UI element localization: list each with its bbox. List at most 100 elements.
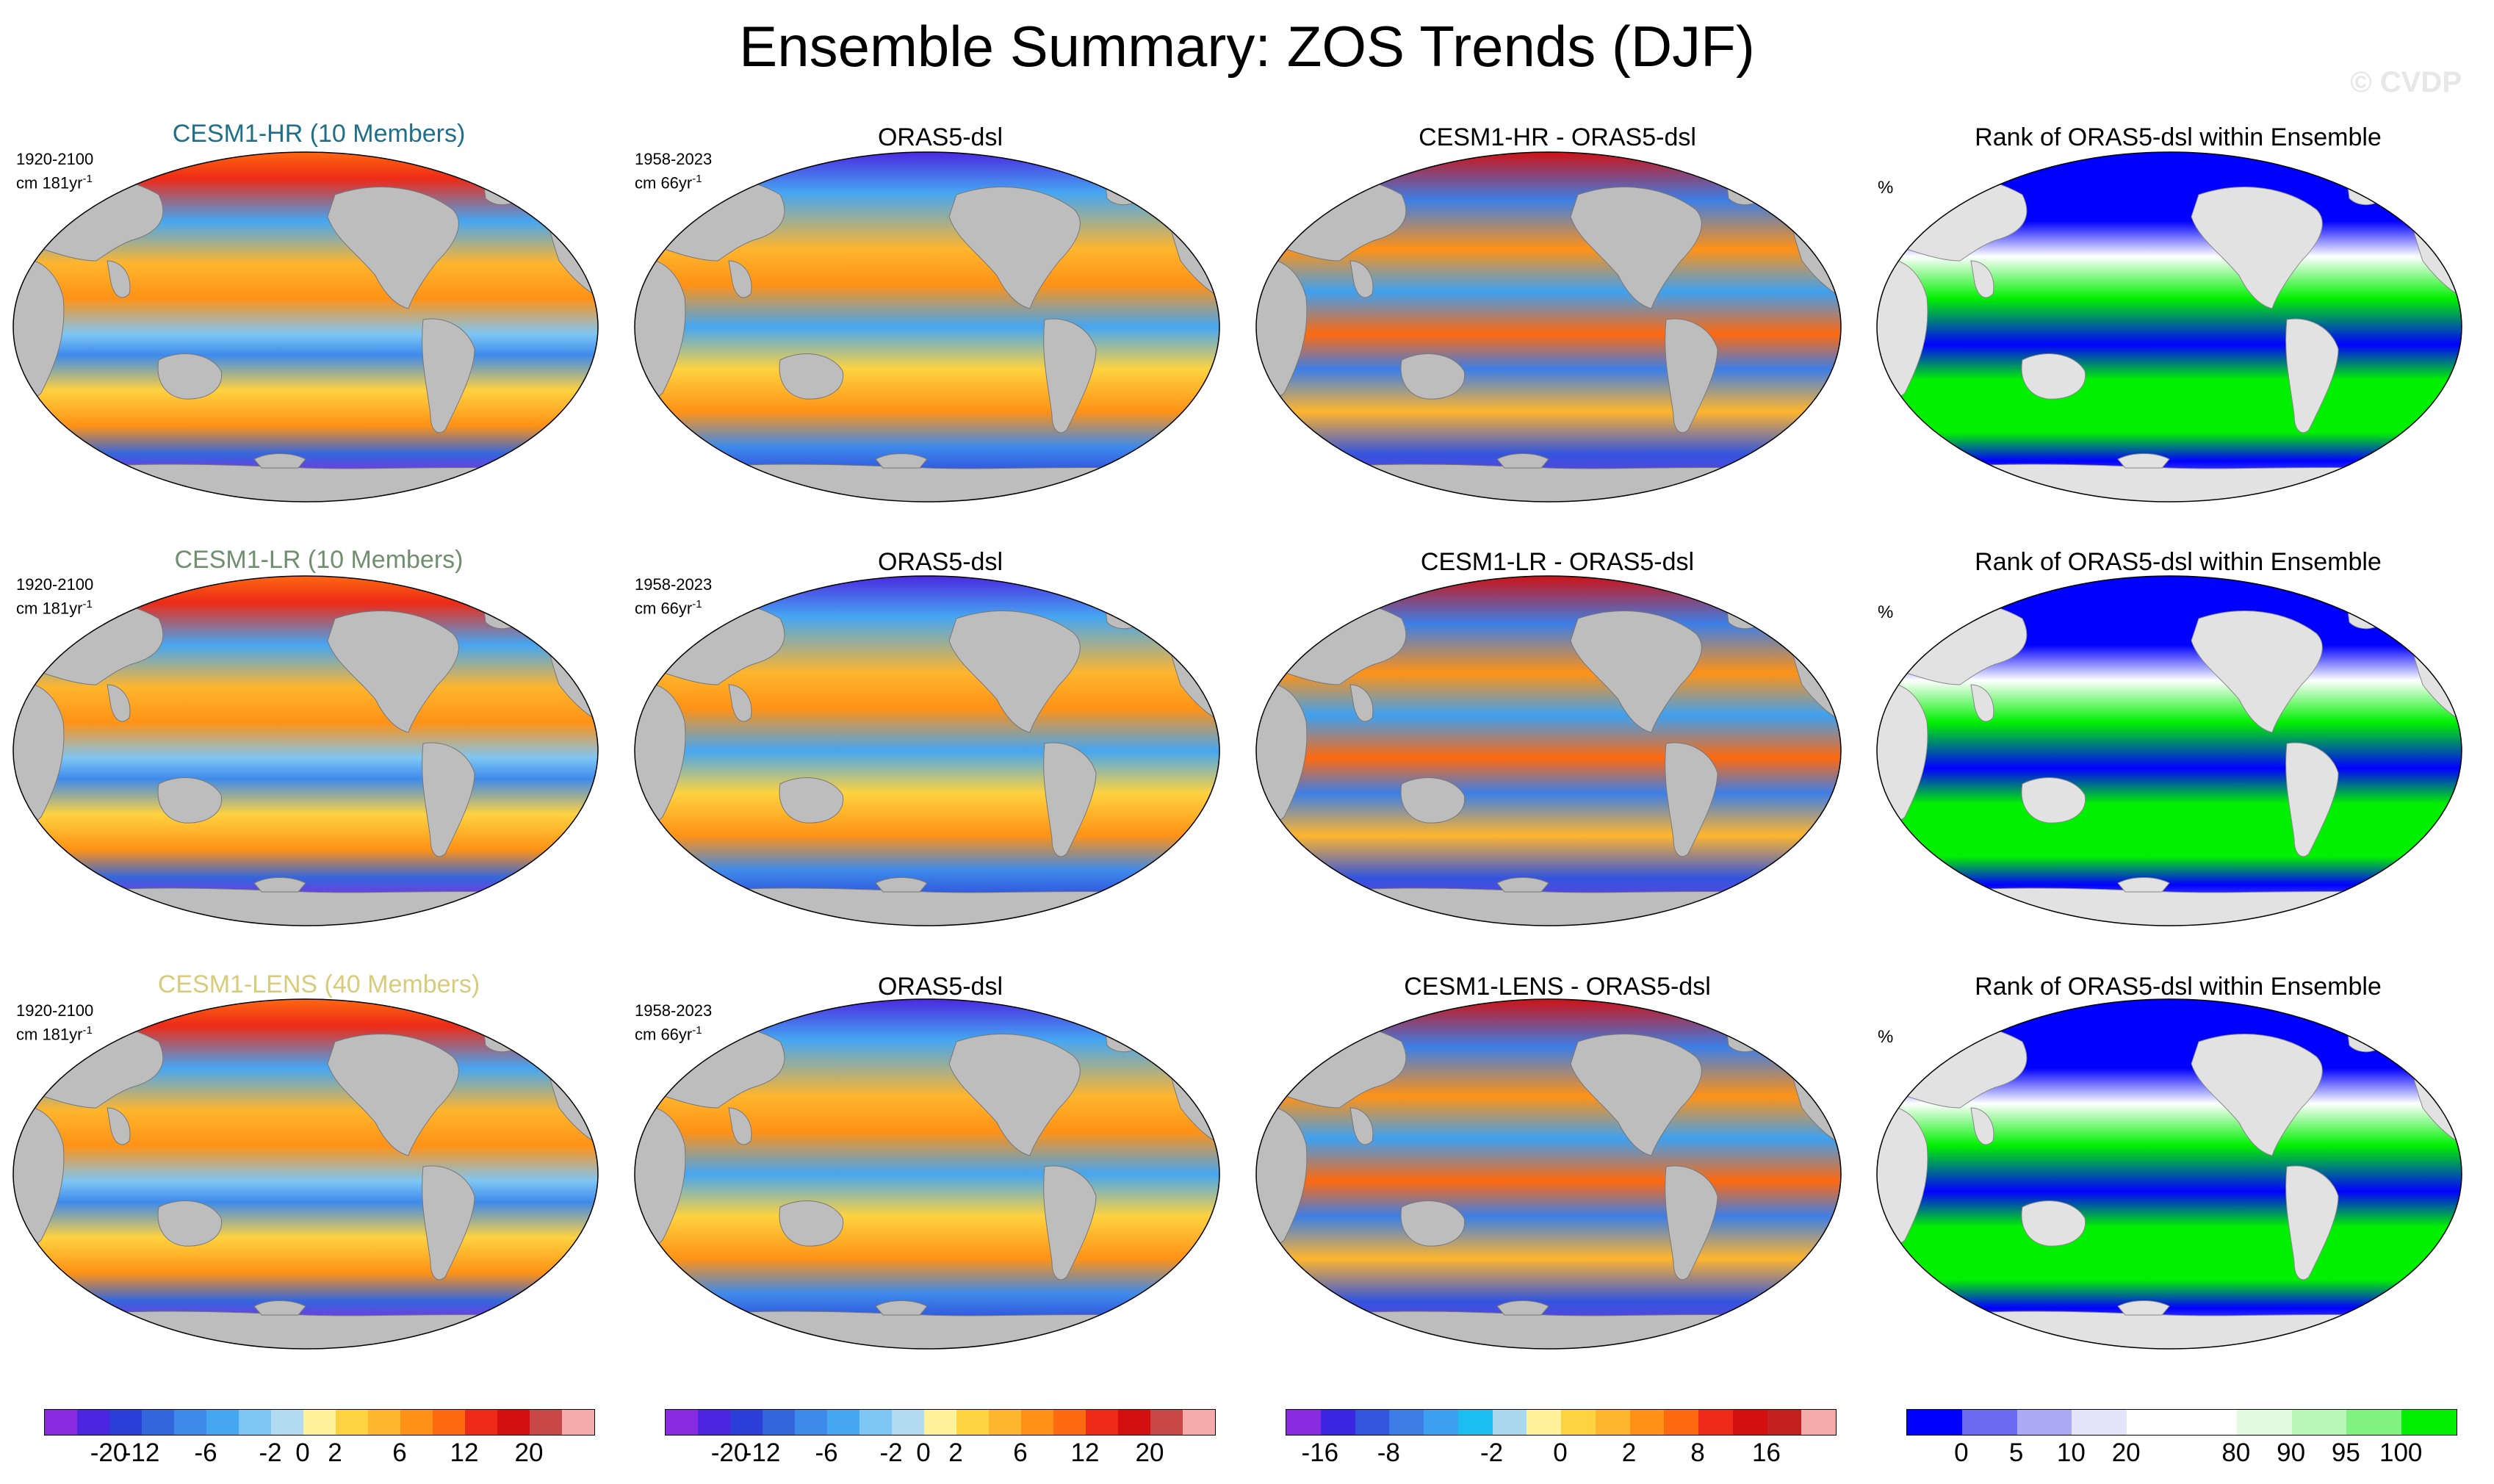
colorbar-tick-label: 95 bbox=[2331, 1438, 2360, 1467]
colorbar-swatch bbox=[924, 1410, 956, 1435]
colorbar-swatch bbox=[892, 1410, 924, 1435]
obs-period: 1958-2023 bbox=[635, 1001, 713, 1020]
colorbar-swatch bbox=[1320, 1410, 1355, 1435]
colorbar-swatch bbox=[2401, 1410, 2457, 1435]
colorbar-tick-label: -16 bbox=[1301, 1438, 1339, 1467]
model-period: 1920-2100 bbox=[16, 150, 94, 168]
colorbar-tick-label: 2 bbox=[948, 1438, 963, 1467]
colorbar-swatch bbox=[1286, 1410, 1321, 1435]
colorbar-tick-label: 10 bbox=[2056, 1438, 2086, 1467]
model-units: cm 181yr-1 bbox=[16, 598, 93, 618]
rank-panel-title: Rank of ORAS5-dsl within Ensemble bbox=[1975, 123, 2382, 151]
diff-panel-title: CESM1-LR - ORAS5-dsl bbox=[1420, 548, 1695, 576]
obs-units: cm 66yr-1 bbox=[635, 1024, 702, 1044]
colorbar-swatch bbox=[1561, 1410, 1596, 1435]
obs-panel-title: ORAS5-dsl bbox=[877, 123, 1003, 151]
rank-units: % bbox=[1878, 178, 1894, 198]
model-trend-map bbox=[12, 151, 599, 503]
obs-trend-map bbox=[634, 575, 1220, 926]
obs-period: 1958-2023 bbox=[635, 575, 713, 594]
trend-colorbar-model bbox=[44, 1409, 595, 1436]
obs-panel-title: ORAS5-dsl bbox=[877, 548, 1003, 576]
colorbar-tick-label: 90 bbox=[2277, 1438, 2306, 1467]
colorbar-tick-label: 0 bbox=[1553, 1438, 1568, 1467]
colorbar-swatch bbox=[1595, 1410, 1630, 1435]
colorbar-swatch bbox=[1801, 1410, 1836, 1435]
colorbar-swatch bbox=[989, 1410, 1021, 1435]
colorbar-swatch bbox=[1457, 1410, 1493, 1435]
colorbar-swatch bbox=[2236, 1410, 2292, 1435]
colorbar-swatch bbox=[827, 1410, 859, 1435]
colorbar-swatch bbox=[1907, 1410, 1962, 1435]
colorbar-swatch bbox=[336, 1410, 368, 1435]
obs-trend-map bbox=[634, 998, 1220, 1350]
colorbar-swatch bbox=[1732, 1410, 1767, 1435]
colorbar-tick-label: 0 bbox=[916, 1438, 931, 1467]
colorbar-swatch bbox=[45, 1410, 77, 1435]
trend-colorbar-obs bbox=[665, 1409, 1216, 1436]
colorbar-swatch bbox=[666, 1410, 698, 1435]
colorbar-tick-label: -6 bbox=[815, 1438, 838, 1467]
obs-units: cm 66yr-1 bbox=[635, 598, 702, 618]
colorbar-tick-label: 6 bbox=[1013, 1438, 1028, 1467]
diff-map bbox=[1255, 575, 1842, 926]
colorbar-swatch bbox=[2346, 1410, 2402, 1435]
colorbar-swatch bbox=[1021, 1410, 1053, 1435]
colorbar-tick-label: 20 bbox=[1135, 1438, 1164, 1467]
diff-map bbox=[1255, 151, 1842, 503]
obs-period: 1958-2023 bbox=[635, 150, 713, 168]
colorbar-swatch bbox=[1150, 1410, 1183, 1435]
colorbar-swatch bbox=[730, 1410, 763, 1435]
colorbar-swatch bbox=[174, 1410, 206, 1435]
figure-title: Ensemble Summary: ZOS Trends (DJF) bbox=[739, 14, 1755, 79]
obs-panel-title: ORAS5-dsl bbox=[877, 973, 1003, 1001]
colorbar-swatch bbox=[142, 1410, 174, 1435]
colorbar-tick-label: -20 bbox=[90, 1438, 128, 1467]
colorbar-tick-label: 12 bbox=[450, 1438, 479, 1467]
obs-units: cm 66yr-1 bbox=[635, 173, 702, 192]
rank-units: % bbox=[1878, 1027, 1894, 1047]
model-units: cm 181yr-1 bbox=[16, 1024, 93, 1044]
model-trend-map bbox=[12, 998, 599, 1350]
colorbar-tick-label: 8 bbox=[1690, 1438, 1705, 1467]
colorbar-swatch bbox=[698, 1410, 730, 1435]
colorbar-tick-label: 0 bbox=[295, 1438, 310, 1467]
colorbar-swatch bbox=[433, 1410, 465, 1435]
colorbar-swatch bbox=[2072, 1410, 2127, 1435]
colorbar-tick-label: 12 bbox=[1070, 1438, 1100, 1467]
colorbar-tick-label: 16 bbox=[1752, 1438, 1781, 1467]
colorbar-swatch bbox=[1424, 1410, 1458, 1435]
colorbar-swatch bbox=[1053, 1410, 1086, 1435]
model-period: 1920-2100 bbox=[16, 575, 94, 594]
colorbar-tick-label: -2 bbox=[879, 1438, 903, 1467]
colorbar-swatch bbox=[2181, 1410, 2237, 1435]
colorbar-swatch bbox=[303, 1410, 336, 1435]
colorbar-swatch bbox=[2291, 1410, 2347, 1435]
model-panel-title: CESM1-LR (10 Members) bbox=[174, 546, 464, 574]
colorbar-swatch bbox=[368, 1410, 400, 1435]
colorbar-swatch bbox=[400, 1410, 433, 1435]
colorbar-swatch bbox=[497, 1410, 530, 1435]
colorbar-tick-label: 100 bbox=[2379, 1438, 2423, 1467]
colorbar-tick-label: 6 bbox=[392, 1438, 407, 1467]
colorbar-swatch bbox=[239, 1410, 271, 1435]
diff-colorbar bbox=[1286, 1409, 1837, 1436]
colorbar-swatch bbox=[1629, 1410, 1665, 1435]
rank-units: % bbox=[1878, 602, 1894, 622]
rank-colorbar bbox=[1906, 1409, 2457, 1436]
colorbar-swatch bbox=[1961, 1410, 2017, 1435]
colorbar-tick-label: -2 bbox=[1480, 1438, 1504, 1467]
colorbar-tick-label: 0 bbox=[1954, 1438, 1969, 1467]
colorbar-tick-label: 2 bbox=[1621, 1438, 1637, 1467]
colorbar-swatch bbox=[1389, 1410, 1424, 1435]
rank-map bbox=[1876, 151, 2462, 503]
model-trend-map bbox=[12, 575, 599, 926]
colorbar-tick-label: 5 bbox=[2008, 1438, 2024, 1467]
rank-map bbox=[1876, 575, 2462, 926]
colorbar-tick-label: 20 bbox=[514, 1438, 544, 1467]
rank-panel-title: Rank of ORAS5-dsl within Ensemble bbox=[1975, 973, 2382, 1001]
colorbar-swatch bbox=[795, 1410, 827, 1435]
colorbar-swatch bbox=[465, 1410, 497, 1435]
colorbar-tick-label: 80 bbox=[2221, 1438, 2251, 1467]
model-panel-title: CESM1-HR (10 Members) bbox=[172, 120, 466, 148]
